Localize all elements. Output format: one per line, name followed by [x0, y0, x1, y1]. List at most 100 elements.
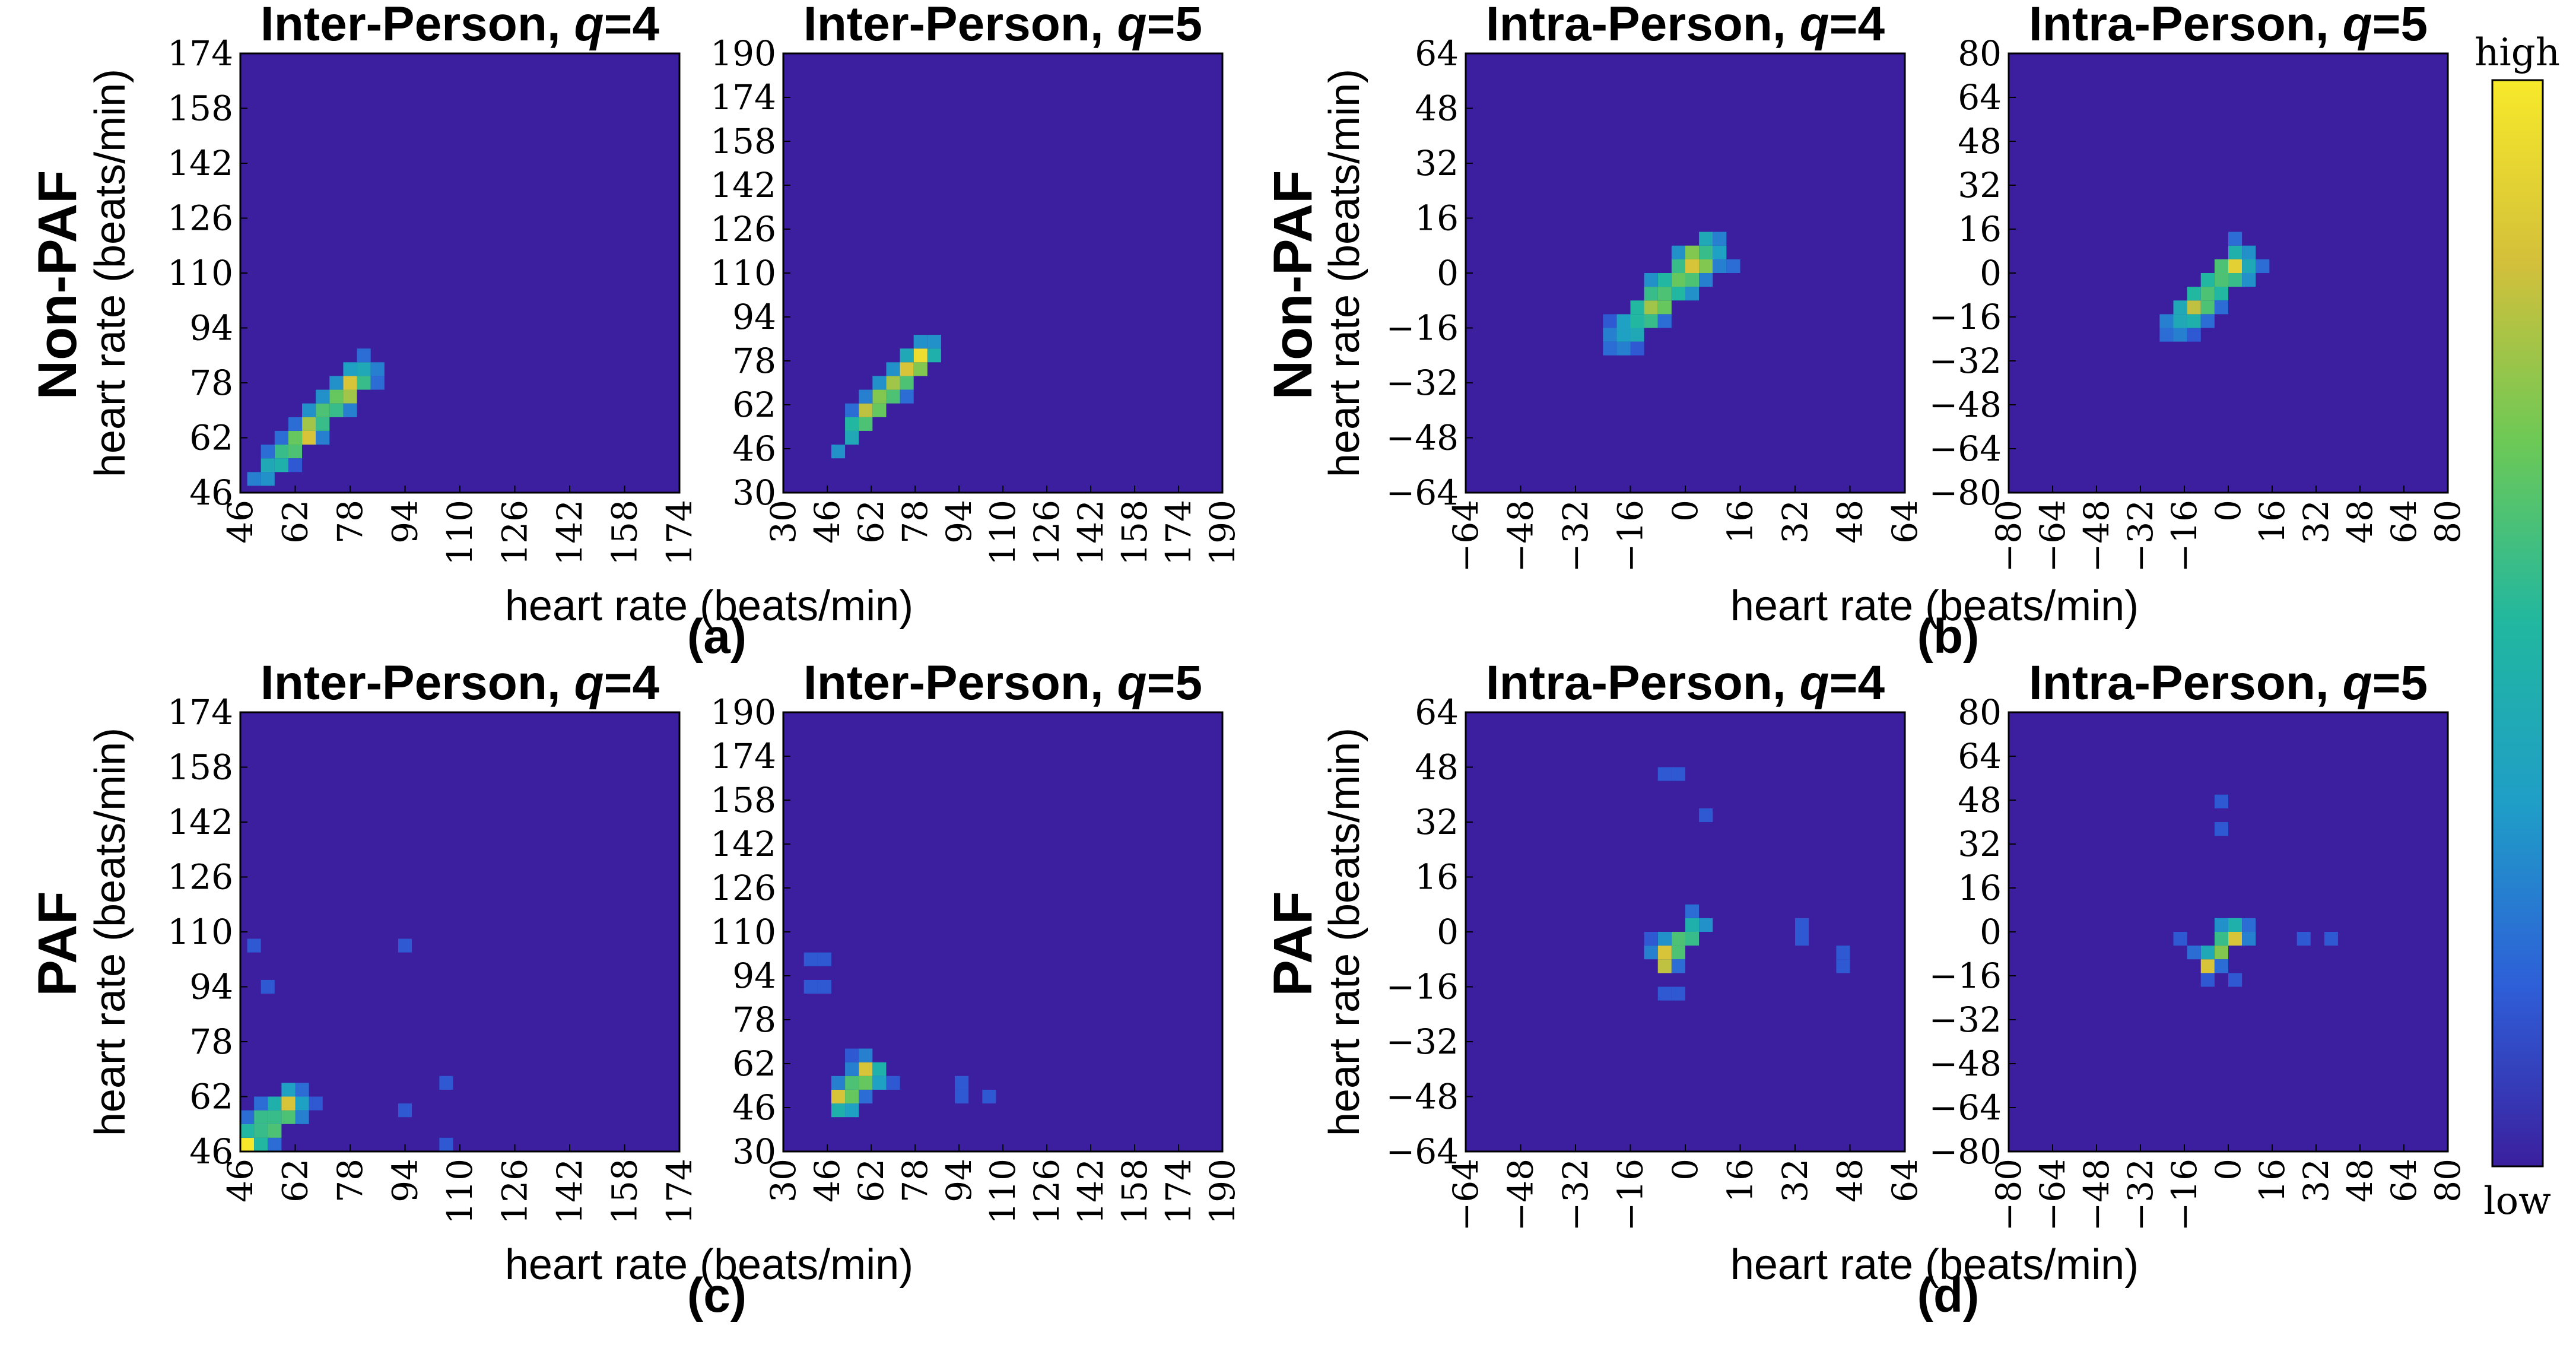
heatmap-cell: [831, 1103, 846, 1118]
y-axis-label: heart rate (beats/min): [87, 69, 134, 477]
y-tick-label: 48: [1958, 780, 2002, 820]
heatmap-cell: [1713, 259, 1727, 273]
heatmap-cell: [2200, 314, 2215, 328]
y-tick-label: 110: [710, 253, 776, 293]
heatmap-cell: [1671, 245, 1685, 259]
row-label-non-paf: Non-PAF: [27, 170, 88, 400]
x-tick-label: −64: [2032, 1159, 2073, 1231]
heatmap-cell: [2214, 946, 2228, 960]
y-tick-label: 174: [710, 77, 776, 118]
x-tick-label: −64: [1446, 1159, 1486, 1231]
row-label-paf: PAF: [27, 891, 88, 996]
y-tick-label: 78: [732, 341, 776, 381]
heatmap-cell: [398, 938, 412, 953]
heatmap-cell: [872, 389, 887, 404]
heatmap-panel: 30 46 62 78 94 110 126 142 158 174 190304662789411…: [710, 0, 1243, 566]
heatmap-cell: [398, 1103, 412, 1118]
y-tick-label: 78: [732, 1000, 776, 1040]
heatmap-cell: [2242, 259, 2256, 273]
y-tick-label: 48: [1415, 747, 1459, 788]
y-tick-label: 94: [189, 967, 233, 1007]
y-tick-label: 126: [710, 868, 776, 908]
heatmap-cell: [1795, 932, 1809, 946]
y-tick-label: −16: [1929, 956, 2002, 996]
heatmap-panel: −64 −48 −32 −16 0 16 32 48 64−64−48−32−160163248…: [1321, 656, 2139, 1289]
heatmap-cell: [927, 348, 941, 363]
heatmap-cell: [1699, 231, 1713, 246]
heatmap-cell: [240, 1124, 255, 1138]
y-tick-label: 46: [732, 429, 776, 469]
y-tick-label: 142: [710, 165, 776, 205]
y-tick-label: −64: [1386, 472, 1459, 513]
heatmap-cell: [1644, 314, 1658, 328]
y-tick-label: 0: [1980, 912, 2002, 952]
heatmap-cell: [1713, 231, 1727, 246]
heatmap-cell: [2200, 287, 2215, 301]
x-tick-label: 94: [385, 500, 425, 544]
y-tick-label: 0: [1437, 253, 1459, 293]
y-tick-label: 94: [732, 297, 776, 337]
y-tick-label: 64: [1415, 692, 1459, 732]
heatmap-cell: [2159, 314, 2174, 328]
heatmap-cell: [2214, 822, 2228, 836]
heatmap-cell: [268, 1124, 282, 1138]
y-tick-label: 48: [1415, 88, 1459, 129]
x-tick-label: −32: [1555, 1159, 1596, 1231]
heatmap-cell: [1685, 259, 1700, 273]
heatmap-panel: −64 −48 −32 −16 0 16 32 48 64−64−48−32−160163248…: [1321, 0, 2139, 630]
heatmap-cell: [845, 417, 859, 431]
heatmap-cell: [357, 376, 371, 390]
x-tick-label: −16: [2164, 1159, 2205, 1231]
y-tick-label: 190: [710, 692, 776, 732]
heatmap-cell: [845, 1062, 859, 1076]
heatmap-cell: [288, 430, 303, 445]
x-tick-label: 110: [440, 1159, 480, 1225]
x-tick-label: 158: [605, 500, 645, 566]
heatmap-cell: [913, 362, 928, 376]
heatmap-cell: [1644, 287, 1658, 301]
panel-label-b: (b): [1917, 610, 1980, 664]
heatmap-cell: [859, 389, 873, 404]
x-tick-label: −16: [2164, 500, 2205, 572]
heatmap-cell: [803, 952, 818, 966]
y-axis-label: heart rate (beats/min): [1321, 728, 1368, 1136]
x-tick-label: −16: [1611, 1159, 1651, 1231]
x-tick-label: 126: [1027, 500, 1067, 566]
x-tick-label: 46: [220, 500, 261, 544]
y-tick-label: −32: [1386, 1022, 1459, 1062]
heatmap-cell: [1603, 341, 1617, 356]
heatmap-cell: [886, 362, 900, 376]
heatmap-cell: [886, 376, 900, 390]
x-tick-label: 142: [549, 1159, 590, 1225]
y-tick-label: 78: [189, 1022, 233, 1062]
heatmap-cell: [281, 1110, 296, 1124]
y-tick-label: 0: [1437, 912, 1459, 952]
heatmap-cell: [1616, 341, 1631, 356]
heatmap-cell: [831, 1076, 846, 1090]
heatmap-cell: [900, 362, 914, 376]
y-tick-label: −48: [1929, 385, 2002, 425]
heatmap-cell: [886, 389, 900, 404]
x-tick-label: 80: [2428, 500, 2468, 544]
heatmap-cell: [2200, 300, 2215, 315]
heatmap-cell: [1657, 300, 1672, 315]
heatmap-cell: [982, 1089, 996, 1104]
y-tick-label: 110: [710, 912, 776, 952]
heatmap-cell: [343, 403, 357, 417]
heatmap-cell: [859, 1076, 873, 1090]
y-tick-label: 110: [167, 912, 233, 952]
y-tick-label: 32: [1958, 824, 2002, 864]
heatmap-cell: [357, 362, 371, 376]
heatmap-cell: [803, 979, 818, 994]
x-tick-label: 190: [1202, 500, 1243, 566]
colorbar: [2491, 79, 2544, 1168]
heatmap-cell: [913, 335, 928, 349]
heatmap-cell: [1671, 287, 1685, 301]
heatmap-cell: [1671, 932, 1685, 946]
x-tick-label: 94: [939, 1159, 979, 1203]
heatmap-cell: [1657, 932, 1672, 946]
x-tick-label: 110: [983, 500, 1023, 566]
y-tick-label: 64: [1958, 736, 2002, 776]
x-tick-label: −80: [1989, 1159, 2029, 1231]
heatmap-cell: [1685, 287, 1700, 301]
